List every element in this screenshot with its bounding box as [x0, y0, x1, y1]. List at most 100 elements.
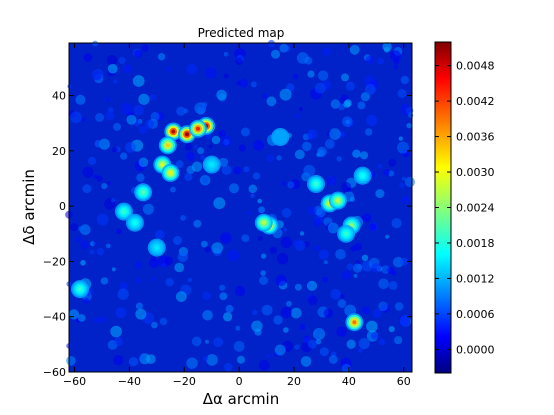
heatmap-speckle [204, 246, 211, 253]
heatmap-speckle [328, 355, 338, 364]
heatmap-speckle [252, 309, 258, 316]
heatmap-speckle [111, 198, 116, 203]
heatmap-speckle [349, 44, 360, 55]
heatmap-speckle [276, 252, 289, 265]
heatmap-speckle [299, 231, 305, 236]
heatmap-speckle [113, 122, 121, 131]
heatmap-speckle [202, 310, 213, 321]
heatmap-speckle [246, 210, 251, 216]
heatmap-speckle [302, 141, 312, 152]
heatmap-speckle [105, 97, 111, 102]
heatmap-speckle [350, 245, 357, 252]
heatmap-speckle [110, 325, 122, 338]
heatmap-speckle [191, 161, 203, 172]
heatmap-speckle [266, 353, 271, 358]
heatmap-speckle [283, 227, 288, 232]
heatmap-speckle [358, 338, 370, 350]
heatmap-speckle [89, 249, 95, 255]
y-axis: −60 −40 −20 0 20 40 [43, 90, 412, 379]
heatmap-speckle [175, 160, 184, 169]
heatmap-speckle [269, 246, 278, 254]
heatmap-speckle [313, 218, 322, 227]
heatmap-speckle [261, 253, 267, 259]
heatmap-speckle [337, 299, 347, 308]
heatmap-speckle [105, 111, 115, 121]
heatmap-speckle [400, 257, 409, 266]
heatmap-speckle [138, 125, 148, 134]
heatmap-speckle [100, 277, 109, 285]
heatmap-speckle [201, 240, 208, 248]
heatmap-speckle [341, 73, 349, 82]
heatmap-speckle [238, 144, 246, 152]
heatmap-speckle [323, 260, 328, 265]
heatmap-speckle [378, 278, 389, 290]
heatmap-speckle [200, 154, 205, 160]
heatmap-speckle [174, 262, 184, 273]
heatmap-speckle [394, 336, 403, 345]
x-tick-label: −40 [118, 375, 141, 388]
heatmap-speckle [111, 267, 116, 272]
heatmap-speckle [398, 136, 403, 141]
heatmap-speckle [126, 114, 137, 125]
heatmap-speckle [229, 183, 239, 194]
heatmap-speckle [133, 105, 144, 116]
heatmap-speckle [193, 219, 202, 228]
heatmap-speckle [241, 127, 250, 137]
heatmap-speckle [151, 321, 158, 329]
heatmap-speckle [115, 307, 127, 319]
heatmap-speckle [213, 337, 224, 348]
heatmap-speckle [216, 89, 227, 101]
heatmap-speckle [124, 142, 136, 153]
heatmap-speckle [267, 39, 276, 48]
heatmap-speckle [69, 223, 79, 232]
heatmap-speckle [223, 73, 229, 79]
heatmap-speckle [82, 166, 94, 178]
heatmap-speckle [259, 276, 269, 285]
heatmap-speckle [150, 111, 160, 121]
heatmap-speckle [186, 357, 198, 369]
heatmap-speckle [330, 288, 342, 300]
heatmap-speckle [258, 359, 270, 371]
heatmap-speckle [294, 283, 302, 291]
heatmap-speckle [219, 284, 226, 291]
heatmap-speckle [252, 172, 261, 180]
heatmap-speckle [303, 336, 311, 344]
heatmap-speckle [80, 260, 86, 266]
heatmap-speckle [335, 249, 346, 260]
heatmap-speckle [364, 84, 376, 95]
heatmap-speckle [390, 50, 401, 62]
heatmap-speckle [361, 254, 369, 261]
heatmap-speckle [202, 355, 209, 362]
colorbar-tick-label: 0.0012 [456, 272, 495, 285]
heatmap-speckle [290, 307, 302, 319]
heatmap-speckle [219, 292, 228, 301]
heatmap-speckle [352, 263, 363, 273]
heatmap-speckle [307, 206, 317, 216]
heatmap-speckle [199, 175, 211, 186]
heatmap-speckle [293, 73, 299, 80]
plot-frame [68, 42, 413, 373]
heatmap-speckle [149, 258, 160, 269]
heatmap-speckle [113, 355, 124, 366]
y-tick-label: 0 [59, 200, 66, 213]
heatmap-speckle [313, 328, 325, 340]
heatmap-speckle [271, 49, 280, 59]
heatmap-peak [335, 198, 340, 203]
heatmap-speckle [76, 236, 83, 243]
heatmap-speckle [387, 266, 395, 274]
heatmap-speckle [313, 205, 324, 216]
heatmap-speckle [366, 114, 378, 126]
colorbar-tick-label: 0.0036 [456, 131, 495, 144]
heatmap-speckle [372, 308, 382, 319]
heatmap-peak [78, 287, 82, 292]
heatmap-speckle [326, 176, 337, 186]
heatmap-speckle [391, 218, 402, 229]
heatmap-speckle [314, 82, 326, 94]
heatmap-speckle [233, 341, 245, 352]
heatmap-speckle [343, 100, 351, 108]
heatmap-speckle [66, 356, 76, 366]
heatmap-speckle [406, 123, 412, 129]
heatmap-speckle [307, 129, 318, 140]
heatmap-speckle [144, 119, 154, 129]
heatmap-speckle [329, 128, 341, 140]
